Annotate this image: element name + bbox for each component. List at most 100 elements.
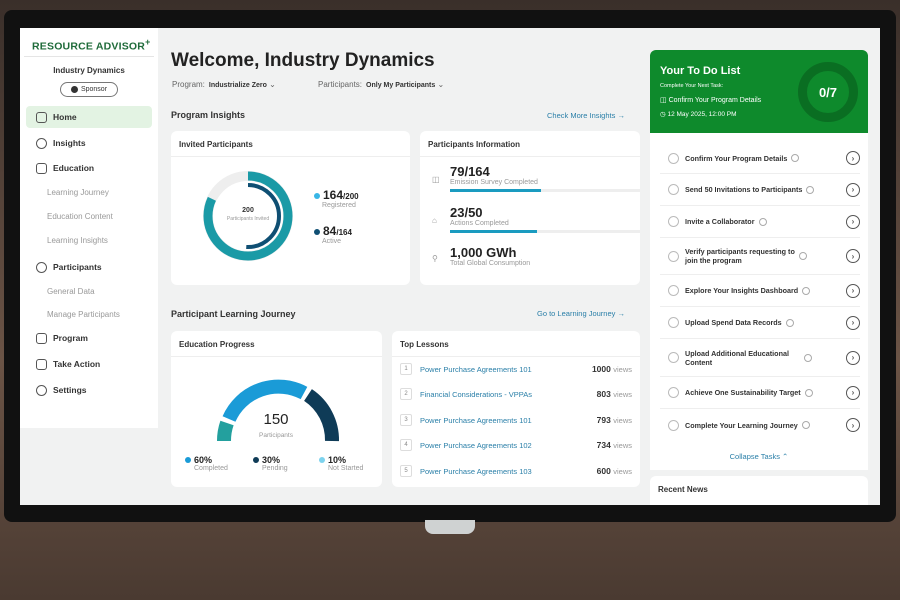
chevron-right-icon[interactable]: › [846, 283, 860, 298]
task-icon: ◫ [660, 97, 667, 104]
legend-not-started: 10% Not Started [319, 455, 363, 472]
sidebar-item-education[interactable]: Education [26, 157, 152, 179]
todo-item[interactable]: Upload Additional Educational Content › [660, 339, 860, 377]
donut-center-label: Participants Invited [226, 216, 270, 222]
chevron-right-icon[interactable]: › [846, 249, 860, 263]
next-task[interactable]: ◫ Confirm Your Program Details [660, 97, 762, 104]
checkbox[interactable] [668, 216, 679, 227]
arrow-right-icon: → [617, 309, 625, 318]
todo-item[interactable]: Confirm Your Program Details › [660, 143, 860, 174]
todo-item[interactable]: Explore Your Insights Dashboard › [660, 275, 860, 307]
chevron-right-icon[interactable]: › [846, 214, 860, 229]
sidebar-item-program[interactable]: Program [26, 327, 152, 349]
chevron-right-icon[interactable]: › [846, 418, 860, 432]
sidebar-item-learning-insights[interactable]: Learning Insights [47, 236, 108, 245]
list-icon [36, 332, 47, 344]
active-arc [215, 183, 281, 249]
checkbox[interactable] [668, 419, 679, 431]
todo-item[interactable]: Upload Spend Data Records › [660, 307, 860, 339]
check-more-insights-link[interactable]: Check More Insights → [547, 111, 625, 120]
gauge-not-started [216, 420, 234, 442]
help-icon[interactable] [799, 252, 807, 260]
invited-participants-card: Invited Participants 200 Participants In… [171, 131, 410, 285]
due-date: ◷ 12 May 2025, 12:00 PM [660, 111, 737, 118]
checkbox[interactable] [668, 285, 679, 296]
info-item: 1,000 GWh Total Global Consumption [450, 245, 531, 267]
chevron-up-icon: ⌃ [782, 452, 789, 461]
checkbox[interactable] [668, 184, 679, 195]
donut-center-value: 200 [242, 207, 254, 214]
active-stat: 84/164 Active [314, 224, 352, 245]
lesson-row[interactable]: 3 Power Purchase Agreements 101 793 views [400, 414, 632, 426]
lesson-row[interactable]: 1 Power Purchase Agreements 101 1000 views [400, 363, 632, 375]
help-icon[interactable] [801, 421, 810, 429]
education-progress-card: Education Progress 150 Participants 60% C… [171, 331, 382, 487]
card-title: Education Progress [171, 331, 382, 357]
help-icon[interactable] [785, 318, 794, 327]
todo-item[interactable]: Complete Your Learning Journey › [660, 409, 860, 441]
section-title: Participant Learning Journey [171, 309, 296, 319]
gear-icon [36, 384, 47, 396]
chevron-right-icon[interactable]: › [846, 182, 860, 197]
todo-list: Confirm Your Program Details › Send 50 In… [650, 133, 868, 470]
checkbox[interactable] [668, 387, 679, 398]
sidebar-item-settings[interactable]: Settings [26, 379, 152, 401]
todo-item[interactable]: Send 50 Invitations to Participants › [660, 174, 860, 206]
clock-icon: ◷ [660, 111, 666, 118]
help-icon[interactable] [804, 388, 813, 397]
lesson-row[interactable]: 5 Power Purchase Agreements 103 600 views [400, 465, 632, 477]
sidebar-item-manage-participants[interactable]: Manage Participants [47, 310, 120, 319]
todo-item[interactable]: Invite a Collaborator › [660, 206, 860, 238]
sidebar-item-participants[interactable]: Participants [26, 256, 152, 278]
lesson-row[interactable]: 2 Financial Considerations - VPPAs 803 vie… [400, 388, 632, 400]
help-icon[interactable] [791, 154, 800, 162]
go-to-learning-journey-link[interactable]: Go to Learning Journey → [537, 309, 625, 318]
card-title: Participants Information [420, 131, 640, 157]
sidebar-item-learning-journey[interactable]: Learning Journey [47, 188, 109, 197]
divider [24, 56, 154, 57]
sponsor-icon [70, 86, 78, 93]
screen: RESOURCE ADVISOR+ Industry Dynamics Spon… [20, 28, 880, 505]
help-icon[interactable] [802, 286, 811, 295]
book-icon [36, 162, 47, 174]
chevron-right-icon[interactable]: › [846, 385, 860, 400]
chevron-right-icon[interactable]: › [846, 151, 860, 165]
legend-pending: 30% Pending [253, 455, 288, 472]
participants-filter[interactable]: Participants: Only My Participants ⌄ [318, 80, 445, 89]
help-icon[interactable] [758, 217, 767, 226]
section-title: Program Insights [171, 110, 246, 120]
sidebar-item-general-data[interactable]: General Data [47, 287, 95, 296]
survey-icon: ◫ [432, 175, 440, 184]
role-badge[interactable]: Sponsor [60, 82, 118, 97]
lesson-row[interactable]: 4 Power Purchase Agreements 102 734 views [400, 439, 632, 451]
lightbulb-icon: ⚲ [432, 254, 438, 263]
help-icon[interactable] [804, 353, 812, 362]
checkbox[interactable] [668, 152, 679, 164]
todo-item[interactable]: Verify participants requesting to join t… [660, 238, 860, 275]
todo-progress-ring: 0/7 [798, 62, 858, 122]
pie-chart-icon [36, 137, 47, 149]
sidebar-item-take-action[interactable]: Take Action [26, 353, 152, 375]
sidebar-item-insights[interactable]: Insights [26, 132, 152, 154]
checkbox[interactable] [668, 317, 679, 328]
checkbox[interactable] [668, 250, 679, 262]
chevron-right-icon[interactable]: › [846, 350, 860, 365]
checkbox[interactable] [668, 352, 679, 363]
chevron-right-icon[interactable]: › [846, 315, 860, 330]
home-icon [36, 111, 47, 123]
top-lessons-card: Top Lessons 1 Power Purchase Agreements 1… [392, 331, 640, 487]
todo-item[interactable]: Achieve One Sustainability Target › [660, 377, 860, 409]
invited-donut [203, 171, 293, 261]
sidebar-item-education-content[interactable]: Education Content [47, 212, 113, 221]
gauge-pending [303, 389, 339, 442]
info-item: 23/50 Actions Completed [450, 205, 640, 233]
sidebar-item-home[interactable]: Home [26, 106, 152, 128]
gauge-center-label: Participants [259, 432, 293, 439]
todo-header: Your To Do List Complete Your Next Task:… [650, 50, 868, 133]
collapse-tasks-button[interactable]: Collapse Tasks ⌃ [729, 452, 789, 461]
program-filter[interactable]: Program: Industrialize Zero ⌄ [172, 80, 276, 89]
todo-title: Your To Do List [660, 65, 741, 77]
next-task-label: Complete Your Next Task: [660, 83, 724, 89]
help-icon[interactable] [806, 185, 815, 194]
card-title: Invited Participants [171, 131, 410, 157]
